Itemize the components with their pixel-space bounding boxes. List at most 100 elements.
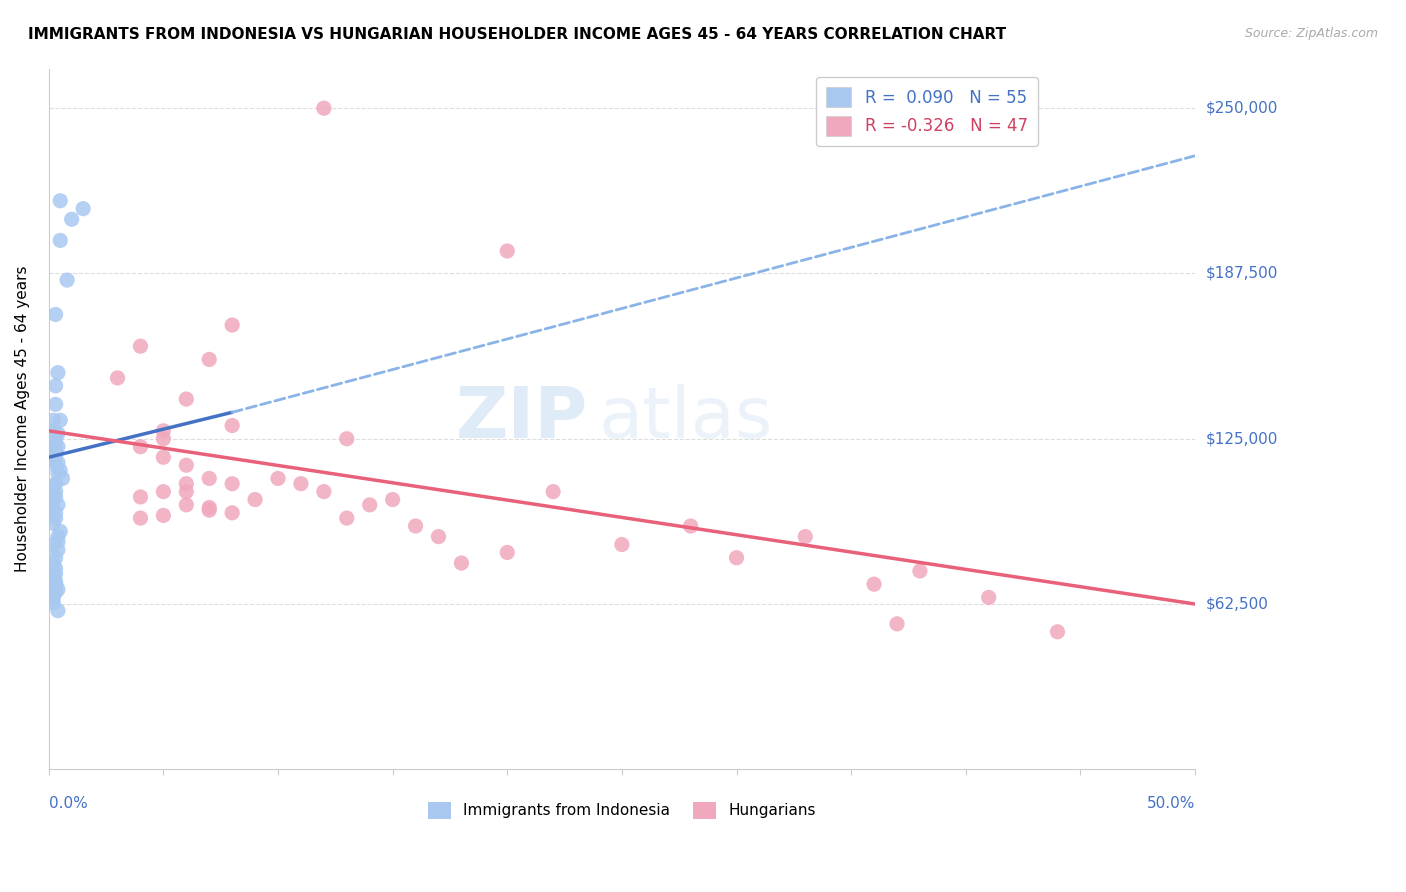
Point — [49, 524, 72, 539]
Point — [42, 596, 65, 610]
Point — [42, 450, 65, 465]
Point — [60, 212, 83, 227]
Point — [45, 506, 67, 520]
Point — [46, 582, 69, 597]
Point — [45, 458, 67, 473]
Text: 0.0%: 0.0% — [49, 797, 87, 811]
Point — [221, 418, 243, 433]
Point — [427, 530, 450, 544]
Point — [45, 484, 67, 499]
Point — [1046, 624, 1069, 639]
Point — [129, 490, 152, 504]
Point — [336, 511, 359, 525]
Point — [42, 424, 65, 438]
Point — [42, 479, 65, 493]
Text: Source: ZipAtlas.com: Source: ZipAtlas.com — [1244, 27, 1378, 40]
Point — [42, 569, 65, 583]
Point — [42, 442, 65, 457]
Legend: Immigrants from Indonesia, Hungarians: Immigrants from Indonesia, Hungarians — [422, 796, 823, 825]
Point — [45, 379, 67, 393]
Point — [45, 550, 67, 565]
Point — [51, 471, 73, 485]
Point — [381, 492, 404, 507]
Point — [129, 511, 152, 525]
Point — [42, 516, 65, 531]
Point — [176, 476, 198, 491]
Point — [221, 318, 243, 332]
Point — [45, 511, 67, 525]
Point — [45, 561, 67, 575]
Point — [49, 234, 72, 248]
Text: IMMIGRANTS FROM INDONESIA VS HUNGARIAN HOUSEHOLDER INCOME AGES 45 - 64 YEARS COR: IMMIGRANTS FROM INDONESIA VS HUNGARIAN H… — [28, 27, 1007, 42]
Point — [198, 503, 221, 517]
Point — [679, 519, 702, 533]
Point — [45, 308, 67, 322]
Point — [46, 534, 69, 549]
Y-axis label: Householder Income Ages 45 - 64 years: Householder Income Ages 45 - 64 years — [15, 266, 30, 572]
Point — [267, 471, 290, 485]
Point — [312, 101, 335, 115]
Point — [45, 585, 67, 599]
Point — [46, 456, 69, 470]
Point — [46, 530, 69, 544]
Text: ZIP: ZIP — [456, 384, 588, 453]
Point — [336, 432, 359, 446]
Point — [405, 519, 427, 533]
Point — [46, 604, 69, 618]
Point — [243, 492, 266, 507]
Point — [908, 564, 931, 578]
Text: $250,000: $250,000 — [1206, 101, 1278, 116]
Point — [46, 426, 69, 441]
Point — [46, 366, 69, 380]
Point — [198, 500, 221, 515]
Point — [176, 498, 198, 512]
Point — [42, 492, 65, 507]
Text: atlas: atlas — [599, 384, 773, 453]
Point — [152, 432, 174, 446]
Point — [45, 476, 67, 491]
Point — [46, 440, 69, 454]
Point — [46, 542, 69, 557]
Point — [359, 498, 381, 512]
Point — [56, 273, 79, 287]
Point — [45, 445, 67, 459]
Point — [42, 591, 65, 605]
Point — [42, 432, 65, 446]
Point — [977, 591, 1000, 605]
Point — [45, 448, 67, 462]
Point — [45, 577, 67, 591]
Text: $187,500: $187,500 — [1206, 266, 1278, 281]
Point — [794, 530, 817, 544]
Point — [198, 471, 221, 485]
Point — [129, 440, 152, 454]
Point — [450, 556, 472, 570]
Point — [176, 458, 198, 473]
Point — [290, 476, 312, 491]
Point — [107, 371, 129, 385]
Point — [45, 574, 67, 589]
Point — [725, 550, 748, 565]
Point — [176, 392, 198, 406]
Point — [312, 484, 335, 499]
Text: $125,000: $125,000 — [1206, 431, 1278, 446]
Point — [610, 537, 633, 551]
Point — [42, 556, 65, 570]
Point — [45, 566, 67, 581]
Point — [221, 506, 243, 520]
Point — [152, 484, 174, 499]
Point — [496, 244, 519, 258]
Point — [42, 453, 65, 467]
Point — [72, 202, 94, 216]
Point — [152, 508, 174, 523]
Text: 50.0%: 50.0% — [1147, 797, 1195, 811]
Point — [129, 339, 152, 353]
Point — [46, 466, 69, 480]
Point — [45, 397, 67, 411]
Point — [886, 616, 908, 631]
Point — [198, 352, 221, 367]
Point — [221, 476, 243, 491]
Point — [863, 577, 886, 591]
Point — [45, 490, 67, 504]
Point — [152, 424, 174, 438]
Text: $62,500: $62,500 — [1206, 597, 1270, 612]
